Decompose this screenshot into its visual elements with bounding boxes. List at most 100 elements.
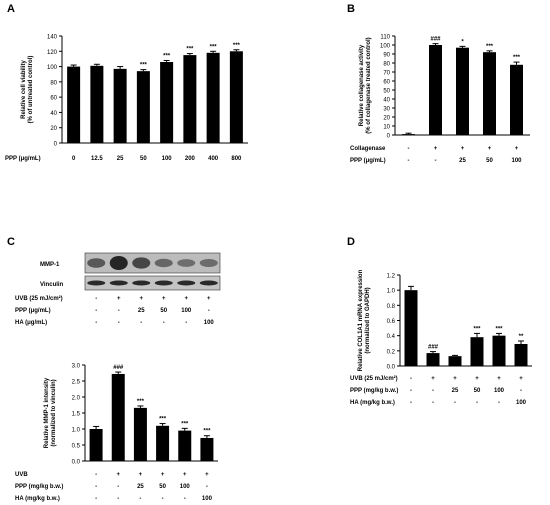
panel-d-row-cell: - [432, 388, 434, 394]
panel-d-row-cell: + [431, 376, 435, 382]
panel-c-bar [89, 429, 103, 461]
panel-c-row-cell: - [206, 484, 208, 490]
blot-mmp1-band [177, 259, 196, 267]
panel-a-row-label: PPP (μg/mL) [5, 156, 41, 162]
panel-b-bar [429, 45, 442, 135]
blot-row-cell: - [185, 320, 187, 326]
panel-c-bar [133, 407, 147, 461]
panel-c-row-cell: - [184, 496, 186, 502]
blot-row-cell: 50 [160, 308, 167, 314]
panel-a-bar [160, 61, 174, 143]
panel-d-row-cell: + [453, 376, 457, 382]
panel-b-row-cell: 100 [511, 158, 522, 164]
blot-row-cell: 100 [181, 308, 192, 314]
panel-b-y-label: (% of collagenase treated control) [366, 37, 372, 133]
panel-d-bar [514, 344, 528, 366]
panel-c-bar [178, 430, 192, 461]
panel-b-significance: * [461, 39, 464, 45]
panel-c-row-cell: 100 [180, 484, 191, 490]
panel-c-row-cell: - [117, 484, 119, 490]
panel-d-row-cell: 50 [474, 388, 481, 394]
panel-c-row-cell: + [139, 472, 143, 478]
panel-a-row-cell: 50 [140, 156, 147, 162]
panel-a-row-cell: 800 [231, 156, 242, 162]
panel-b-row-cell: + [434, 146, 438, 152]
panel-a-row-cell: 25 [117, 156, 124, 162]
panel-c-row-label: HA (mg/kg b.w.) [15, 496, 60, 502]
panel-a-y-label: (% of untreated control) [28, 56, 34, 124]
panel-a-significance: *** [233, 43, 241, 49]
panel-a-y-tick-label: 0 [54, 142, 58, 148]
panel-d-y-tick-label: 1.0 [387, 289, 396, 295]
panel-b-significance: *** [486, 44, 494, 50]
panel-c-row-cell: + [161, 472, 165, 478]
panel-b-row-label: Collagenase [350, 146, 386, 152]
panel-d-row-label: PPP (mg/kg b.w.) [350, 388, 398, 394]
panel-d-row-cell: 100 [494, 388, 505, 394]
panel-c-row-label: UVB [15, 472, 28, 478]
panel-b-y-tick-label: 40 [383, 98, 390, 104]
panel-a-y-tick-label: 40 [50, 111, 57, 117]
panel-b-y-tick-label: 100 [380, 44, 391, 50]
panel-a-bar [90, 65, 104, 143]
panel-c-y-label: (normalized to vinculin) [51, 379, 57, 446]
panel-b-y-tick-label: 70 [383, 71, 390, 77]
panel-b-bar [402, 134, 415, 135]
blot-row-cell: - [140, 320, 142, 326]
panel-d-y-tick-label: 1.2 [387, 274, 396, 280]
panel-a-row-cell: 200 [185, 156, 196, 162]
panel-d-y-tick-label: 0.2 [387, 349, 396, 355]
panel-b-row-cell: - [435, 158, 437, 164]
panel-c-row-cell: 100 [202, 496, 213, 502]
panel-c-row-cell: - [95, 472, 97, 478]
panel-a-y-label: Relative cell viability [21, 59, 27, 118]
panel-b-row-label: PPP (μg/mL) [350, 158, 386, 164]
panel-b-y-tick-label: 60 [383, 80, 390, 86]
panel-d-bar [404, 290, 418, 366]
panel-d-row-cell: + [475, 376, 479, 382]
panel-c-letter: C [7, 236, 15, 248]
panel-d-y-tick-label: 0.8 [387, 304, 396, 310]
panel-a-bar [229, 51, 243, 143]
panel-d-row-cell: + [497, 376, 501, 382]
panel-d-significance: *** [473, 326, 481, 332]
panel-b-row-cell: + [461, 146, 465, 152]
panel-d-row-label: HA (mg/kg b.w.) [350, 400, 395, 406]
panel-a-significance: *** [140, 63, 148, 69]
panel-a-bar [113, 68, 127, 143]
panel-d-row-cell: - [454, 400, 456, 406]
panel-d-significance: ### [428, 345, 439, 351]
panel-c-row-cell: + [116, 472, 120, 478]
panel-d-bar [492, 335, 506, 366]
panel-d-significance: *** [495, 326, 503, 332]
panel-c-significance: *** [159, 417, 167, 423]
panel-d-row-cell: - [410, 400, 412, 406]
panel-c-row-cell: 25 [137, 484, 144, 490]
panel-d-y-label: (normalized to GAPDH) [365, 287, 371, 353]
blot-vinculin-band [199, 280, 218, 286]
panel-c-row-cell: 50 [159, 484, 166, 490]
blot-mmp1-band [132, 257, 151, 269]
panel-a-letter: A [7, 3, 15, 15]
panel-b-y-tick-label: 10 [383, 125, 390, 131]
panel-c-y-tick-label: 0.5 [72, 444, 81, 450]
panel-b-row-cell: - [408, 146, 410, 152]
panel-b-bar [483, 52, 496, 136]
panel-b-significance: ### [430, 37, 441, 43]
panel-c-y-tick-label: 3.0 [72, 364, 81, 370]
panel-c-row-cell: - [139, 496, 141, 502]
panel-a-row-cell: 100 [162, 156, 173, 162]
panel-c-row-cell: + [183, 472, 187, 478]
panel-c-row-cell: - [95, 496, 97, 502]
panel-b-significance: *** [513, 55, 521, 61]
blot-mmp1-band [87, 258, 106, 268]
blot-row-cell: 100 [204, 320, 215, 326]
blot-row-cell: 25 [138, 308, 145, 314]
panel-c-bar [156, 425, 170, 461]
panel-d-y-tick-label: 0.4 [387, 334, 396, 340]
blot-vinculin-band [154, 280, 173, 286]
blot-mmp1-band [109, 256, 128, 270]
panel-d-y-tick-label: 0.6 [387, 319, 396, 325]
blot-row-cell: - [95, 320, 97, 326]
